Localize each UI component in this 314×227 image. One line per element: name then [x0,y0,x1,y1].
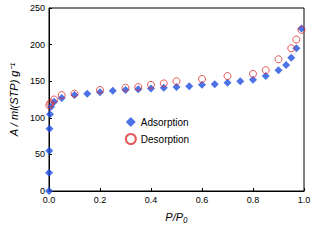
svg-text:A / ml(STP) g⁻¹: A / ml(STP) g⁻¹ [8,63,20,138]
svg-text:0.8: 0.8 [247,195,260,205]
svg-text:0.4: 0.4 [145,195,158,205]
svg-text:150: 150 [30,76,45,86]
svg-text:200: 200 [30,40,45,50]
svg-text:P/P₀: P/P₀ [165,211,188,223]
svg-text:0.6: 0.6 [196,195,209,205]
svg-text:0.0: 0.0 [43,195,56,205]
svg-text:0: 0 [40,186,45,196]
svg-text:Desorption: Desorption [141,134,189,145]
svg-text:0.2: 0.2 [94,195,107,205]
svg-text:1.0: 1.0 [298,195,311,205]
svg-text:Adsorption: Adsorption [141,117,189,128]
svg-text:250: 250 [30,3,45,13]
svg-text:50: 50 [35,149,45,159]
svg-text:100: 100 [30,113,45,123]
